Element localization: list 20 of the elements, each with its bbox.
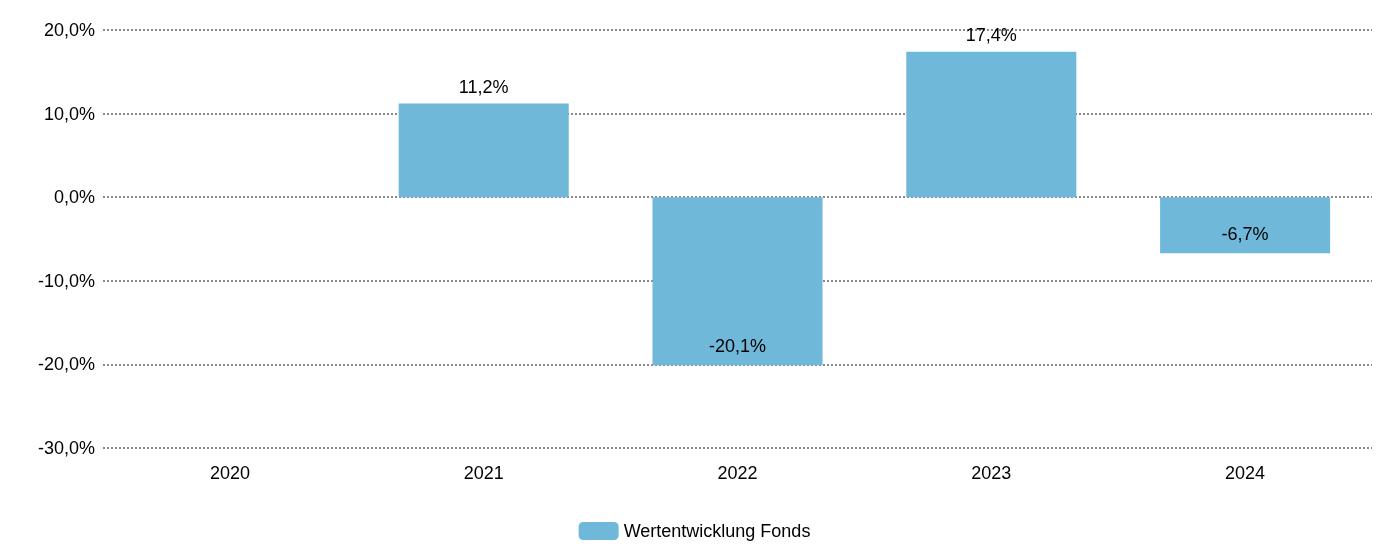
data-label: -20,1% — [708, 336, 767, 357]
y-tick-label: 20,0% — [43, 20, 95, 40]
y-tick-label: 0,0% — [53, 187, 95, 208]
x-tick-label: 2020 — [209, 463, 250, 483]
x-tick-label: 2023 — [971, 463, 1012, 483]
x-tick-label: 2022 — [717, 463, 758, 483]
data-label: -6,7% — [1221, 224, 1269, 245]
y-tick-label: -20,0% — [37, 354, 95, 375]
bar — [1160, 197, 1331, 254]
legend-label: Wertentwicklung Fonds — [623, 521, 811, 541]
x-tick-label: 2021 — [463, 463, 504, 483]
y-tick-label: -30,0% — [37, 438, 95, 458]
data-label: 11,2% — [458, 76, 509, 97]
bar — [906, 51, 1077, 198]
bar — [398, 103, 569, 198]
y-tick-label: 10,0% — [43, 103, 95, 124]
data-label: 17,4% — [965, 24, 1017, 45]
x-tick-label: 2024 — [1225, 463, 1266, 483]
y-tick-label: -10,0% — [37, 270, 95, 291]
bar — [652, 197, 823, 366]
